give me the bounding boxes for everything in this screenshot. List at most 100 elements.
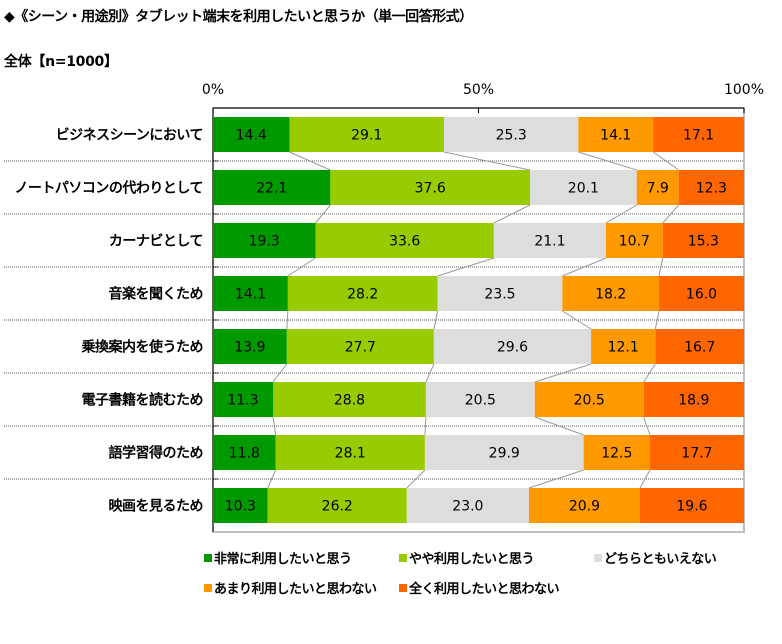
series-line	[528, 469, 584, 489]
bar-value-label: 26.2	[322, 499, 353, 515]
bar-value-label: 21.1	[534, 234, 565, 250]
series-line	[406, 469, 426, 489]
legend-label: あまり利用したいと思わない	[214, 582, 377, 597]
row-separators	[4, 160, 744, 480]
series-line	[643, 416, 651, 436]
series-line	[443, 151, 531, 171]
bar-value-label: 37.6	[415, 181, 446, 197]
bar-value-label: 29.1	[351, 128, 382, 144]
bar-segment	[213, 170, 331, 205]
bar-segment	[659, 276, 744, 311]
bars	[213, 117, 744, 523]
chart-title: ◆《シーン・用途別》タブレット端末を利用したいと思うか（単一回答形式）	[4, 9, 473, 25]
series-line	[289, 151, 331, 171]
legend-label: 非常に利用したいと思う	[214, 552, 352, 567]
bar-value-label: 14.1	[600, 128, 631, 144]
bar-value-label: 29.9	[489, 446, 520, 462]
bar-segment	[678, 170, 744, 205]
bar-value-label: 12.1	[608, 340, 639, 356]
legend-item: 非常に利用したいと思う	[204, 548, 352, 567]
bar-segment	[583, 435, 651, 470]
bar-segment	[662, 223, 744, 258]
legend-item: 全く利用したいと思わない	[399, 578, 560, 597]
x-tick-label: 50%	[463, 82, 494, 98]
legend-label: 全く利用したいと思わない	[409, 582, 560, 597]
labels: ビジネスシーンにおいて 14.4 29.1 25.3 14.1 17.1 ノートパソコンの代…	[14, 128, 727, 515]
legend-item: どちらともいえない	[594, 548, 717, 567]
bar-value-label: 10.7	[619, 234, 650, 250]
bar-segment	[562, 276, 660, 311]
bar-value-label: 14.1	[235, 287, 266, 303]
category-label: 映画を見るため	[109, 499, 204, 515]
bar-segment	[443, 117, 579, 152]
bar-value-label: 23.0	[452, 499, 483, 515]
bar-segment	[286, 329, 434, 364]
bar-value-label: 20.5	[465, 393, 496, 409]
bar-value-label: 22.1	[256, 181, 287, 197]
bar-segment	[213, 117, 290, 152]
bar-segment	[213, 488, 268, 523]
series-line	[272, 416, 277, 436]
bar-value-label: 17.7	[681, 446, 712, 462]
bar-value-label: 28.1	[335, 446, 366, 462]
bar-segment	[605, 223, 663, 258]
bar-value-label: 12.3	[696, 181, 727, 197]
legend-swatch	[204, 553, 212, 562]
series-line	[639, 469, 651, 489]
series-line	[493, 204, 531, 224]
legend-item: やや利用したいと思う	[399, 548, 535, 567]
bar-segment	[643, 382, 744, 417]
bar-value-label: 29.6	[497, 340, 528, 356]
bar-segment	[433, 329, 592, 364]
series-line	[578, 151, 637, 171]
bar-value-label: 18.2	[595, 287, 626, 303]
bar-value-label: 20.5	[574, 393, 605, 409]
bar-segment	[530, 170, 637, 205]
category-label: ビジネスシーンにおいて	[56, 128, 203, 144]
bar-segment	[330, 170, 531, 205]
bar-value-label: 12.5	[601, 446, 632, 462]
bar-value-label: 18.9	[678, 393, 709, 409]
bar-segment	[213, 435, 276, 470]
bar-segment	[273, 382, 426, 417]
series-lines	[267, 151, 680, 489]
bar-segment	[289, 117, 444, 152]
bar-value-label: 17.1	[683, 128, 714, 144]
series-line	[658, 257, 664, 277]
bar-segment	[287, 276, 438, 311]
bar-value-label: 25.3	[496, 128, 527, 144]
bar-value-label: 16.0	[686, 287, 717, 303]
series-line	[662, 204, 680, 224]
bar-value-label: 14.4	[236, 128, 267, 144]
series-line	[272, 363, 288, 383]
bar-segment	[534, 382, 644, 417]
series-line	[267, 469, 277, 489]
series-line	[534, 416, 584, 436]
series-line	[287, 257, 316, 277]
bar-segment	[493, 223, 606, 258]
bar-segment	[437, 276, 563, 311]
series-line	[315, 204, 331, 224]
series-line	[424, 416, 427, 436]
legend-swatch	[399, 583, 407, 592]
series-line	[652, 151, 679, 171]
bar-segment	[655, 329, 744, 364]
bar-value-label: 16.7	[684, 340, 715, 356]
bar-segment	[213, 223, 316, 258]
bar-value-label: 15.3	[688, 234, 719, 250]
category-label: ノートパソコンの代わりとして	[14, 180, 203, 197]
series-line	[534, 363, 592, 383]
legend-label: やや利用したいと思う	[409, 552, 535, 567]
bar-segment	[213, 329, 287, 364]
series-line	[654, 310, 660, 330]
bar-segment	[650, 435, 744, 470]
bar-segment	[636, 170, 679, 205]
bar-segment	[267, 488, 407, 523]
bar-value-label: 27.7	[345, 340, 376, 356]
x-tick-label: 0%	[202, 82, 224, 98]
bar-segment	[213, 382, 274, 417]
bar-value-label: 13.9	[234, 340, 265, 356]
bar-segment	[425, 382, 535, 417]
bar-segment	[639, 488, 744, 523]
